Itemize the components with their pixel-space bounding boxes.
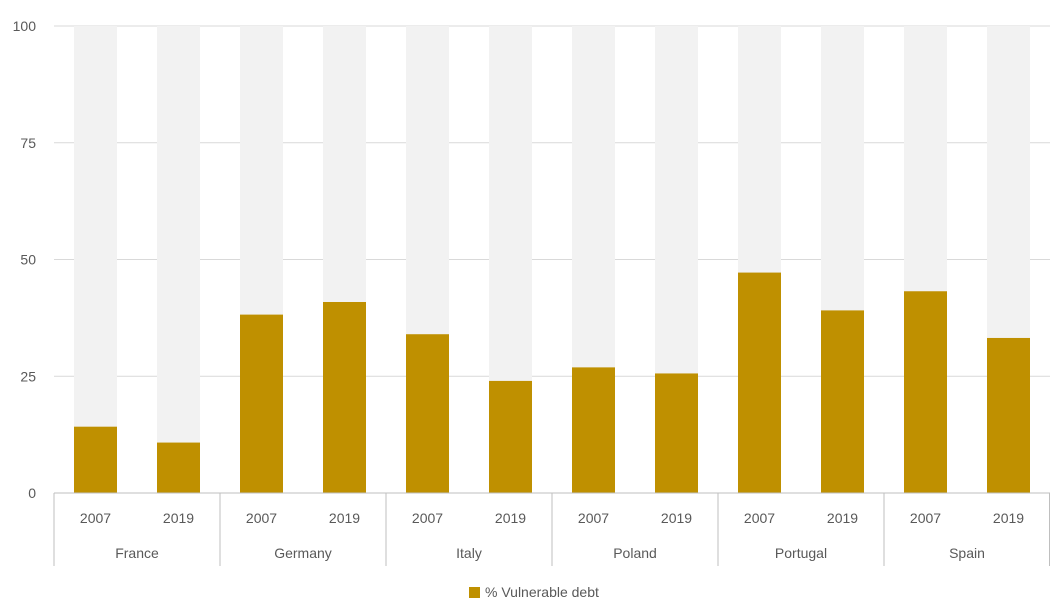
x-tick-label-year: 2019 [163, 510, 194, 526]
bar-france-2007 [74, 426, 117, 493]
bar-poland-2007 [572, 367, 615, 493]
x-tick-label-year: 2019 [329, 510, 360, 526]
bar-germany-2019 [323, 301, 366, 493]
bar-poland-2019 [655, 373, 698, 493]
bar-france-2019 [157, 442, 200, 493]
background-bar [157, 26, 200, 493]
bar-italy-2019 [489, 380, 532, 493]
x-tick-label-year: 2019 [495, 510, 526, 526]
x-category-label: Spain [949, 545, 985, 561]
y-tick-label: 75 [20, 135, 36, 151]
y-tick-label: 50 [20, 252, 36, 268]
x-tick-label-year: 2019 [661, 510, 692, 526]
x-tick-label-year: 2019 [993, 510, 1024, 526]
x-category-label: Poland [613, 545, 657, 561]
gridlines [54, 25, 1050, 494]
bar-germany-2007 [240, 314, 283, 493]
x-category-label: Portugal [775, 545, 827, 561]
bar-portugal-2007 [738, 272, 781, 493]
bar-spain-2007 [904, 291, 947, 493]
legend-swatch [469, 587, 480, 598]
bar-spain-2019 [987, 337, 1030, 493]
legend-label: % Vulnerable debt [485, 584, 599, 599]
bar-italy-2007 [406, 334, 449, 493]
x-tick-label-year: 2019 [827, 510, 858, 526]
legend: % Vulnerable debt [469, 584, 599, 600]
y-tick-label: 25 [20, 368, 36, 384]
background-bar [74, 26, 117, 493]
x-category-label: Italy [456, 545, 482, 561]
axes: 0 25 50 75 100 2007 2019 France 2007 2019 Germany 2… [13, 18, 1050, 566]
x-tick-label-year: 2007 [80, 510, 111, 526]
x-category-label: Germany [274, 545, 332, 561]
x-tick-label-year: 2007 [910, 510, 941, 526]
x-tick-label-year: 2007 [744, 510, 775, 526]
bar-portugal-2019 [821, 310, 864, 493]
x-tick-label-year: 2007 [412, 510, 443, 526]
data-bars [74, 272, 1030, 493]
y-tick-label: 0 [28, 485, 36, 501]
x-tick-label-year: 2007 [578, 510, 609, 526]
y-tick-label: 100 [13, 18, 37, 34]
x-category-label: France [115, 545, 159, 561]
x-tick-label-year: 2007 [246, 510, 277, 526]
